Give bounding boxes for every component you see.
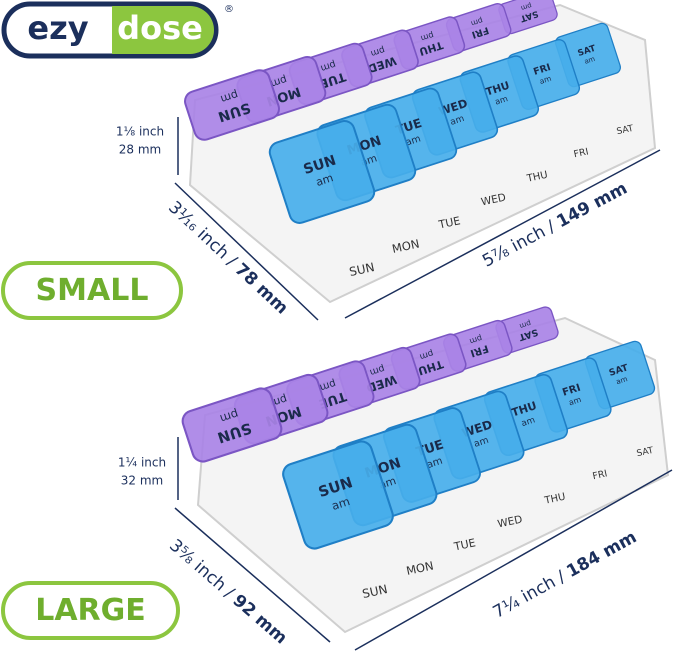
base-day-label: WED	[496, 514, 523, 531]
lid-time: pm	[418, 348, 434, 362]
lid-time: pm	[318, 377, 337, 392]
lid-time: am	[449, 114, 466, 128]
height-mm: 28 mm	[119, 143, 161, 157]
lid-time: am	[425, 456, 444, 471]
base-day-label: WED	[480, 192, 507, 209]
lid-time: pm	[218, 407, 240, 426]
height-inch: 1⅛ inch	[116, 125, 164, 139]
depth-mm: 78 mm	[231, 259, 292, 318]
lid-time: am	[494, 93, 509, 107]
width-mm: 184 mm	[563, 527, 640, 582]
size-label: LARGE	[35, 593, 146, 628]
base-day-label: TUE	[437, 214, 462, 231]
base-day-label: MON	[391, 236, 421, 255]
lid-shape	[282, 440, 394, 550]
lid-time: pm	[519, 1, 532, 12]
width-line	[354, 469, 673, 651]
lid-day: FRI	[532, 62, 552, 78]
lid-time: am	[583, 55, 596, 66]
lid-time: pm	[368, 363, 386, 378]
pillbox: SATpmFRIpmTHUpmWEDpmTUEpmMONpmSUNpmSATam…	[1, 306, 673, 651]
height-mm: 32 mm	[121, 474, 163, 488]
size-badge	[1, 581, 180, 640]
lid-day: FRI	[469, 342, 490, 358]
base-day-label: SAT	[636, 446, 655, 459]
logo-right: dose	[117, 9, 203, 47]
base-day-label: SUN	[361, 582, 389, 601]
pillboxes: SATpmFRIpmTHUpmWEDpmTUEpmMONpmSUNpmSATam…	[1, 0, 673, 651]
size-badge	[1, 261, 183, 320]
base-day-label: SAT	[616, 124, 635, 137]
pillbox: SATpmFRIpmTHUpmWEDpmTUEpmMONpmSUNpmSATam…	[1, 0, 661, 321]
lid-time: am	[520, 415, 536, 429]
base-day-label: FRI	[573, 146, 590, 160]
depth-line	[174, 507, 331, 643]
depth-inch: 3⁵⁄₈ inch	[165, 536, 230, 596]
width-line	[344, 149, 661, 319]
logo: ezy dose ®	[1, 1, 234, 59]
lid-shape	[268, 120, 376, 224]
base-day-label: FRI	[592, 468, 609, 482]
lid-time: pm	[468, 333, 483, 346]
logo-mark: ®	[224, 4, 234, 15]
lid-time: am	[314, 171, 335, 189]
base-day-label: MON	[405, 558, 435, 577]
size-label: SMALL	[36, 273, 149, 308]
logo-left: ezy	[27, 9, 88, 47]
lid-time: pm	[219, 88, 240, 106]
lid-time: pm	[470, 16, 484, 28]
base-day-label: THU	[525, 170, 549, 185]
logo-green	[112, 6, 214, 54]
lid-time: pm	[420, 30, 436, 44]
lid-time: pm	[369, 44, 386, 58]
lid-time: pm	[319, 58, 337, 73]
lid-time: am	[473, 435, 491, 450]
lid-time: am	[615, 374, 629, 386]
lid-day: FRI	[561, 383, 582, 399]
lid-shape	[181, 387, 283, 463]
base-day-label: SUN	[348, 260, 376, 279]
lid-time: am	[330, 494, 352, 513]
base-day-label: THU	[543, 492, 567, 507]
lid-shape	[184, 69, 280, 141]
width-inch: 5⁷⁄₈ inch	[479, 222, 549, 272]
lid-day: FRI	[470, 24, 490, 40]
lid-time: pm	[518, 319, 532, 331]
width-inch: 7¼ inch	[490, 572, 559, 623]
depth-line	[174, 182, 319, 321]
lid-time: am	[538, 74, 552, 86]
base-day-label: TUE	[452, 536, 477, 553]
lid-time: am	[404, 133, 422, 148]
height-inch: 1¼ inch	[118, 456, 166, 470]
lid-time: am	[568, 395, 583, 408]
lid-time: pm	[269, 73, 288, 90]
